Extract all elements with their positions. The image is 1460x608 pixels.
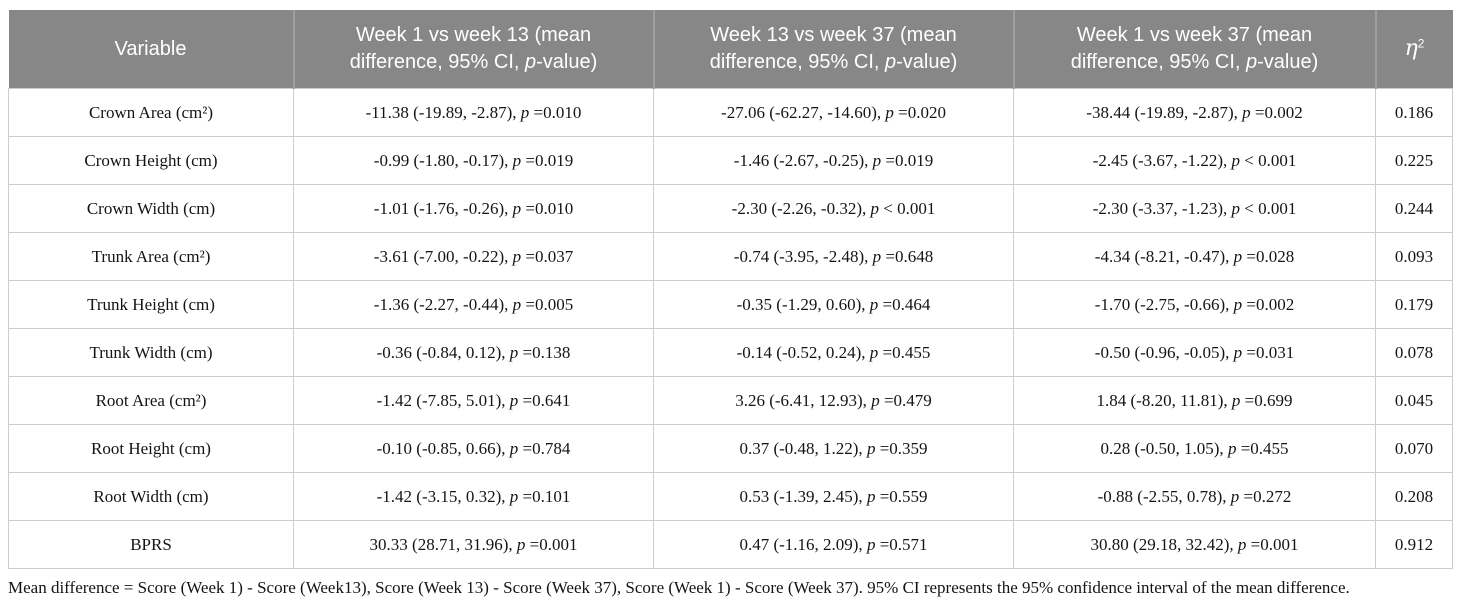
header-row: Variable Week 1 vs week 13 (mean differen… xyxy=(8,10,1453,89)
table-row: BPRS 30.33 (28.71, 31.96), p =0.001 0.47 (… xyxy=(8,520,1453,569)
eta-squared-cell: 0.186 xyxy=(1375,88,1453,137)
variable-cell: BPRS xyxy=(8,520,294,569)
comparison-cell: 0.28 (-0.50, 1.05), p =0.455 xyxy=(1013,424,1376,473)
column-header-week13-vs-week37: Week 13 vs week 37 (mean difference, 95%… xyxy=(652,10,1014,89)
variable-cell: Root Height (cm) xyxy=(8,424,294,473)
comparison-cell: 0.47 (-1.16, 2.09), p =0.571 xyxy=(653,520,1014,569)
comparison-cell: 3.26 (-6.41, 12.93), p =0.479 xyxy=(653,376,1014,425)
table-body: Crown Area (cm²) -11.38 (-19.89, -2.87), … xyxy=(8,88,1453,569)
table-row: Root Width (cm) -1.42 (-3.15, 0.32), p =0… xyxy=(8,472,1453,521)
column-header-variable: Variable xyxy=(8,10,294,89)
variable-cell: Trunk Height (cm) xyxy=(8,280,294,329)
table-row: Trunk Area (cm²) -3.61 (-7.00, -0.22), p … xyxy=(8,232,1453,281)
comparison-cell: -0.10 (-0.85, 0.66), p =0.784 xyxy=(293,424,654,473)
eta-squared-cell: 0.225 xyxy=(1375,136,1453,185)
table-row: Trunk Height (cm) -1.36 (-2.27, -0.44), p… xyxy=(8,280,1453,329)
column-header-week1-vs-week13: Week 1 vs week 13 (mean difference, 95% … xyxy=(292,10,654,89)
comparison-cell: -2.45 (-3.67, -1.22), p < 0.001 xyxy=(1013,136,1376,185)
comparison-cell: 30.80 (29.18, 32.42), p =0.001 xyxy=(1013,520,1376,569)
statistics-table: Variable Week 1 vs week 13 (mean differen… xyxy=(8,10,1453,569)
variable-cell: Crown Width (cm) xyxy=(8,184,294,233)
comparison-cell: -38.44 (-19.89, -2.87), p =0.002 xyxy=(1013,88,1376,137)
comparison-cell: -0.50 (-0.96, -0.05), p =0.031 xyxy=(1013,328,1376,377)
comparison-cell: -2.30 (-3.37, -1.23), p < 0.001 xyxy=(1013,184,1376,233)
variable-cell: Root Width (cm) xyxy=(8,472,294,521)
comparison-cell: -0.14 (-0.52, 0.24), p =0.455 xyxy=(653,328,1014,377)
table-row: Trunk Width (cm) -0.36 (-0.84, 0.12), p =… xyxy=(8,328,1453,377)
comparison-cell: -1.42 (-3.15, 0.32), p =0.101 xyxy=(293,472,654,521)
comparison-cell: -3.61 (-7.00, -0.22), p =0.037 xyxy=(293,232,654,281)
eta-squared-cell: 0.244 xyxy=(1375,184,1453,233)
comparison-cell: -1.70 (-2.75, -0.66), p =0.002 xyxy=(1013,280,1376,329)
comparison-cell: -1.36 (-2.27, -0.44), p =0.005 xyxy=(293,280,654,329)
column-header-week1-vs-week37: Week 1 vs week 37 (mean difference, 95% … xyxy=(1012,10,1376,89)
eta-squared-cell: 0.912 xyxy=(1375,520,1453,569)
table-row: Crown Area (cm²) -11.38 (-19.89, -2.87), … xyxy=(8,88,1453,137)
comparison-cell: -0.36 (-0.84, 0.12), p =0.138 xyxy=(293,328,654,377)
comparison-cell: -4.34 (-8.21, -0.47), p =0.028 xyxy=(1013,232,1376,281)
comparison-cell: -1.42 (-7.85, 5.01), p =0.641 xyxy=(293,376,654,425)
variable-cell: Trunk Area (cm²) xyxy=(8,232,294,281)
eta-squared-cell: 0.208 xyxy=(1375,472,1453,521)
eta-squared-cell: 0.179 xyxy=(1375,280,1453,329)
eta-squared-cell: 0.078 xyxy=(1375,328,1453,377)
eta-squared-cell: 0.045 xyxy=(1375,376,1453,425)
comparison-cell: 0.37 (-0.48, 1.22), p =0.359 xyxy=(653,424,1014,473)
comparison-cell: -0.99 (-1.80, -0.17), p =0.019 xyxy=(293,136,654,185)
comparison-cell: -0.88 (-2.55, 0.78), p =0.272 xyxy=(1013,472,1376,521)
table-row: Crown Height (cm) -0.99 (-1.80, -0.17), p… xyxy=(8,136,1453,185)
eta-squared-cell: 0.070 xyxy=(1375,424,1453,473)
comparison-cell: -11.38 (-19.89, -2.87), p =0.010 xyxy=(293,88,654,137)
table-row: Crown Width (cm) -1.01 (-1.76, -0.26), p … xyxy=(8,184,1453,233)
table-row: Root Area (cm²) -1.42 (-7.85, 5.01), p =0… xyxy=(8,376,1453,425)
comparison-cell: 0.53 (-1.39, 2.45), p =0.559 xyxy=(653,472,1014,521)
comparison-cell: 1.84 (-8.20, 11.81), p =0.699 xyxy=(1013,376,1376,425)
variable-cell: Crown Area (cm²) xyxy=(8,88,294,137)
table-row: Root Height (cm) -0.10 (-0.85, 0.66), p =… xyxy=(8,424,1453,473)
comparison-cell: -1.01 (-1.76, -0.26), p =0.010 xyxy=(293,184,654,233)
comparison-cell: -0.35 (-1.29, 0.60), p =0.464 xyxy=(653,280,1014,329)
eta-squared-cell: 0.093 xyxy=(1375,232,1453,281)
variable-cell: Trunk Width (cm) xyxy=(8,328,294,377)
variable-cell: Crown Height (cm) xyxy=(8,136,294,185)
column-header-eta-squared: η2 xyxy=(1374,10,1453,89)
table-footnote: Mean difference = Score (Week 1) - Score… xyxy=(8,578,1350,597)
variable-cell: Root Area (cm²) xyxy=(8,376,294,425)
comparison-cell: -1.46 (-2.67, -0.25), p =0.019 xyxy=(653,136,1014,185)
comparison-cell: -2.30 (-2.26, -0.32), p < 0.001 xyxy=(653,184,1014,233)
comparison-cell: -0.74 (-3.95, -2.48), p =0.648 xyxy=(653,232,1014,281)
comparison-cell: 30.33 (28.71, 31.96), p =0.001 xyxy=(293,520,654,569)
comparison-cell: -27.06 (-62.27, -14.60), p =0.020 xyxy=(653,88,1014,137)
